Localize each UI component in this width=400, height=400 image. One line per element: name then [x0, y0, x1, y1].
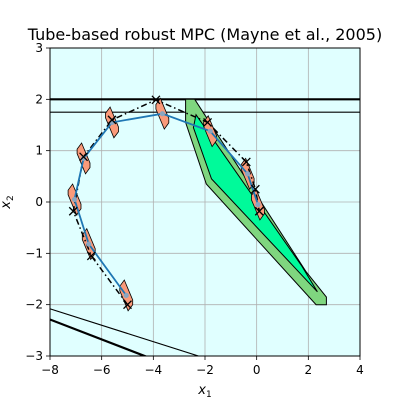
nominal-point	[208, 129, 213, 134]
x-axis-label: x1	[197, 383, 211, 400]
x-tick-label: −6	[93, 363, 111, 377]
nominal-point	[86, 241, 91, 246]
y-tick-label: −1	[25, 246, 43, 260]
y-tick-label: −3	[25, 349, 43, 363]
x-tick-label: −8	[41, 363, 59, 377]
nominal-point	[245, 171, 250, 176]
x-tick-label: 4	[356, 363, 364, 377]
x-tick-label: −4	[144, 363, 162, 377]
y-tick-label: 3	[35, 41, 43, 55]
nominal-point	[124, 293, 129, 298]
y-tick-label: 1	[35, 144, 43, 158]
x-tick-label: −2	[196, 363, 214, 377]
nominal-point	[72, 197, 77, 202]
x-tick-label: 0	[253, 363, 261, 377]
nominal-point	[255, 202, 260, 207]
y-tick-label: 0	[35, 195, 43, 209]
chart-title: Tube-based robust MPC (Mayne et al., 200…	[27, 25, 382, 44]
y-tick-label: 2	[35, 92, 43, 106]
nominal-point	[160, 111, 165, 116]
y-tick-label: −2	[25, 298, 43, 312]
plot-area: −8 −6 −4 −2 0 2 4 −3 −2 −1 0 1 2 3	[25, 41, 365, 377]
y-axis-label: x2	[0, 195, 16, 209]
x-tick-label: 2	[305, 363, 313, 377]
